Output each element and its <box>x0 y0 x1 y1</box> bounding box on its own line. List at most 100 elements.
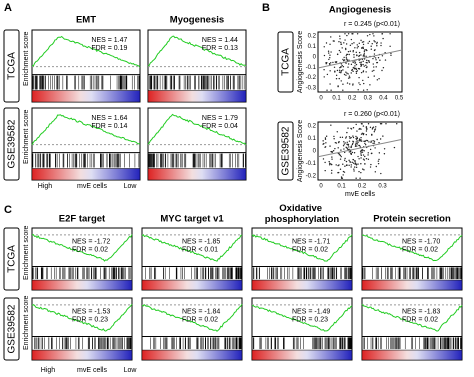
scatter-dot <box>380 172 382 175</box>
scatter-dot <box>375 165 377 168</box>
scatter-dot <box>362 71 365 73</box>
scatter-dot <box>364 142 366 145</box>
scatter-dot <box>356 70 359 72</box>
scatter-dot <box>360 128 362 130</box>
panel-label: A <box>4 2 12 14</box>
scatter-dot <box>345 160 348 163</box>
enrichment-curve <box>361 234 463 262</box>
panel-title: Angiogenesis <box>329 5 391 16</box>
y-axis-label: Enrichment score <box>23 109 30 164</box>
scatter-dot <box>363 169 365 171</box>
scatter-dot <box>329 43 331 46</box>
scatter-dot <box>365 133 367 136</box>
scatter-dot <box>360 153 362 155</box>
scatter-dot <box>340 66 342 68</box>
scatter-dot <box>346 131 348 134</box>
scatter-dot <box>352 49 355 52</box>
fdr-stat: FDR = 0.14 <box>91 123 127 130</box>
fdr-stat: FDR = 0.23 <box>292 316 328 323</box>
scatter-dot <box>349 83 351 85</box>
scatter-dot <box>339 51 342 53</box>
scatter-dot <box>348 140 351 142</box>
scatter-dot <box>340 70 343 72</box>
scatter-dot <box>367 154 369 156</box>
scatter-dot <box>340 149 342 151</box>
scatter-dot <box>339 38 341 40</box>
scatter-dot <box>350 164 353 166</box>
scatter-dot <box>338 71 341 73</box>
scatter-dot <box>375 66 377 68</box>
scatter-dot <box>354 62 357 64</box>
nes-stat: NES = -1.53 <box>72 308 110 315</box>
scatter-dot <box>342 83 344 85</box>
scatter-dot <box>369 33 371 36</box>
scatter-dot <box>344 165 346 167</box>
scatter-dot <box>359 146 362 148</box>
scatter-dot <box>360 157 362 159</box>
scatter-dot <box>369 84 371 86</box>
scatter-dot <box>362 43 365 46</box>
scatter-dot <box>372 63 374 65</box>
row-label: GSE39582 <box>281 126 292 175</box>
scatter-dot <box>363 49 366 51</box>
enrichment-curve <box>31 303 133 332</box>
scatter-dot <box>324 161 326 164</box>
scatter-dot <box>350 38 353 41</box>
rank-gradient <box>147 90 247 103</box>
scatter-dot <box>346 72 348 74</box>
scatter-dot <box>349 137 351 140</box>
scatter-dot <box>348 151 351 153</box>
scatter-dot <box>351 143 354 146</box>
scatter-dot <box>347 33 350 35</box>
scatter-dot <box>380 42 382 44</box>
scatter-dot <box>344 47 347 50</box>
scatter-dot <box>355 163 357 165</box>
scatter-dot <box>356 136 358 139</box>
scatter-dot <box>338 77 340 80</box>
scatter-dot <box>334 147 336 150</box>
scatter-dot <box>373 75 375 77</box>
scatter-dot <box>347 66 349 68</box>
scatter-dot <box>323 69 325 71</box>
nes-stat: NES = -1.70 <box>402 238 440 245</box>
scatter-dot <box>358 68 360 70</box>
y-tick-label: -0.2 <box>306 174 317 180</box>
scatter-dot <box>343 59 346 61</box>
y-tick-label: -0.1 <box>306 161 317 167</box>
enrichment-curve <box>141 234 243 262</box>
scatter-dot <box>347 63 350 65</box>
y-axis-label: Angiogenesis Score <box>297 31 304 93</box>
fdr-stat: FDR = 0.02 <box>72 246 108 253</box>
column-title: EMT <box>76 15 96 26</box>
scatter-dot <box>345 57 348 59</box>
rank-gradient <box>31 349 133 361</box>
y-tick-label: -0.2 <box>306 75 317 81</box>
scatter-dot <box>374 147 376 149</box>
scatter-dot <box>372 57 374 60</box>
scatter-dot <box>353 67 356 70</box>
scatter-dot <box>329 54 331 56</box>
scatter-dot <box>376 61 378 64</box>
scatter-dot <box>360 136 362 139</box>
scatter-dot <box>367 152 369 154</box>
scatter-dot <box>324 146 326 148</box>
scatter-dot <box>352 83 354 85</box>
scatter-dot <box>355 63 358 66</box>
scatter-dot <box>373 53 376 55</box>
scatter-dot <box>362 41 365 43</box>
rank-gradient <box>361 279 463 291</box>
enrichment-curve <box>31 234 133 262</box>
scatter-dot <box>342 89 344 91</box>
scatter-dot <box>363 51 366 53</box>
scatter-dot <box>330 62 332 64</box>
fdr-stat: FDR = 0.02 <box>402 316 438 323</box>
scatter-dot <box>362 47 365 50</box>
scatter-dot <box>346 82 349 84</box>
scatter-dot <box>363 58 366 60</box>
scatter-dot <box>337 147 339 149</box>
scatter-dot <box>371 133 373 136</box>
scatter-dot <box>367 158 370 160</box>
y-axis-label: Angiogenesis Score <box>297 120 304 182</box>
scatter-dot <box>373 40 375 42</box>
scatter-dot <box>355 135 357 138</box>
